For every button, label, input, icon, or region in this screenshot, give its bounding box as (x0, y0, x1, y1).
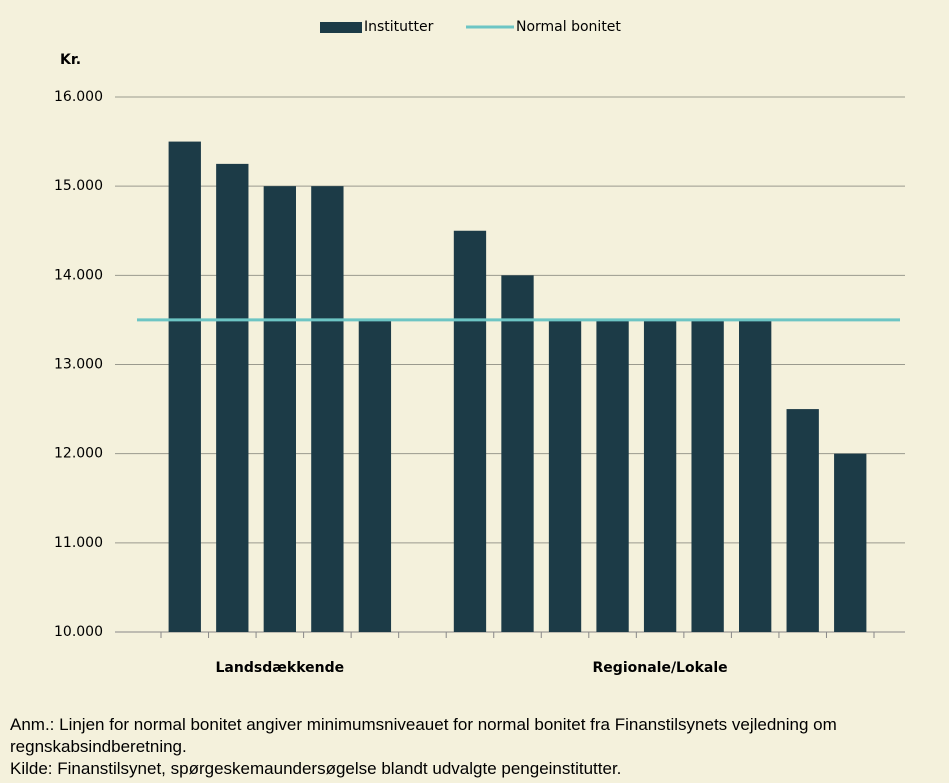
chart: Kr. 10.000 11.000 12.000 13.000 14.000 15.000… (54, 19, 905, 676)
bar (548, 319, 582, 632)
bar (263, 186, 296, 632)
legend-label: Institutter (364, 19, 434, 35)
bar (691, 319, 724, 632)
bar (453, 230, 487, 632)
bar (643, 319, 677, 632)
bar (311, 186, 344, 632)
legend-label: Normal bonitet (516, 19, 621, 35)
note: Anm.: Linjen for normal bonitet angiver … (10, 715, 837, 756)
bar (168, 141, 201, 633)
bar (739, 319, 772, 632)
bar (596, 319, 629, 632)
notes: Anm.: Linjen for normal bonitet angiver … (10, 714, 940, 780)
y-tick-label: 10.000 (54, 624, 103, 640)
bar (501, 275, 534, 632)
bar (834, 453, 867, 632)
y-tick-label: 16.000 (54, 89, 103, 105)
bar (786, 409, 819, 632)
y-tick-label: 12.000 (54, 446, 103, 462)
bar (216, 163, 249, 632)
y-tick-label: 11.000 (54, 535, 103, 551)
legend-swatch (320, 22, 362, 33)
y-tick-label: 13.000 (54, 357, 103, 373)
y-axis-label: Kr. (60, 52, 81, 68)
y-tick-label: 14.000 (54, 267, 103, 283)
bar (358, 319, 392, 632)
group-label: Landsdækkende (216, 660, 345, 676)
y-tick-label: 15.000 (54, 178, 103, 194)
group-label: Regionale/Lokale (593, 660, 728, 676)
note: Kilde: Finanstilsynet, spørgeskemaunders… (10, 759, 622, 778)
